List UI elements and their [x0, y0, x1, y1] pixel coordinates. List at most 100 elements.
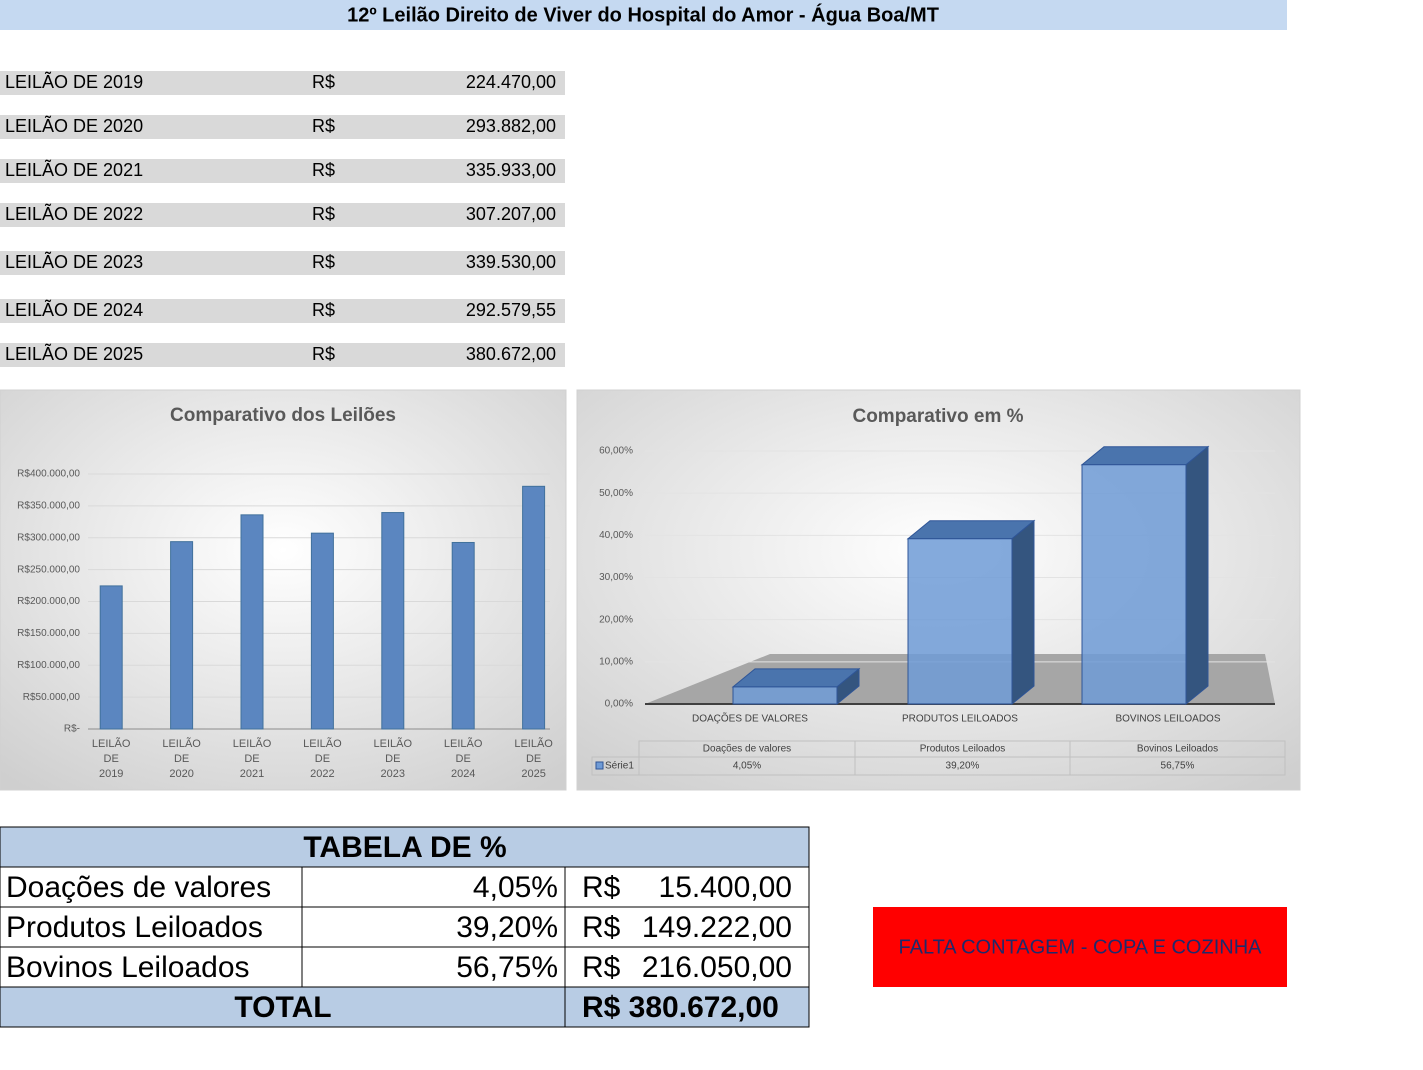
table-header: Produtos Leiloados: [920, 744, 1006, 755]
bar: [522, 485, 546, 730]
table-title: TABELA DE %: [303, 831, 506, 864]
row-amount: 149.222,00: [642, 911, 792, 944]
y-tick-label: 20,00%: [599, 614, 633, 625]
x-tick-label: LEILÃO DE 2022: [303, 737, 342, 780]
y-tick-label: R$400.000,00: [17, 469, 80, 480]
row-label: LEILÃO DE 2025: [5, 343, 143, 364]
row-bg: [0, 203, 565, 227]
y-tick-label: R$300.000,00: [17, 532, 80, 543]
row-amount: 293.882,00: [466, 116, 556, 136]
y-tick-label: R$350.000,00: [17, 501, 80, 512]
row-bg: [0, 343, 565, 367]
bar-side: [1185, 445, 1209, 706]
row-amount: 224.470,00: [466, 72, 556, 92]
note: FALTA CONTAGEM - COPA E COZINHA: [898, 936, 1262, 958]
table-title-bg: [0, 826, 810, 868]
bar-side: [1011, 519, 1035, 706]
chart-title: Comparativo em %: [852, 406, 1023, 427]
value-label: 4,05%: [733, 761, 761, 772]
y-tick-label: 10,00%: [599, 656, 633, 667]
row-label: LEILÃO DE 2019: [5, 71, 143, 92]
y-tick-label: 50,00%: [599, 488, 633, 499]
row-currency: R$: [312, 300, 335, 320]
y-tick-label: R$150.000,00: [17, 628, 80, 639]
row-currency: R$: [582, 951, 621, 984]
legend-entry: Série1: [605, 761, 634, 772]
table-header: Doações de valores: [703, 744, 791, 755]
bar: [907, 538, 1013, 705]
row-label: LEILÃO DE 2023: [5, 251, 143, 272]
x-tick-label: DOAÇÕES DE VALORES: [692, 712, 808, 725]
row-label: Doações de valores: [6, 871, 271, 904]
data-table: [591, 756, 1286, 776]
row-bg: [0, 299, 565, 323]
row-label: LEILÃO DE 2022: [5, 203, 143, 224]
row-label: LEILÃO DE 2020: [5, 115, 143, 136]
y-tick-label: R$200.000,00: [17, 596, 80, 607]
total-row: [0, 986, 810, 1028]
x-tick-label: PRODUTOS LEILOADOS: [902, 714, 1018, 725]
row-percent: 4,05%: [473, 871, 558, 904]
x-tick-label: LEILÃO DE 2024: [444, 737, 483, 780]
row-currency: R$: [312, 160, 335, 180]
x-tick-label: LEILÃO DE 2019: [92, 737, 131, 780]
row-amount: 15.400,00: [659, 871, 792, 904]
y-tick-label: R$-: [64, 724, 80, 735]
row-currency: R$: [312, 116, 335, 136]
note-box: [873, 907, 1287, 987]
bar: [381, 512, 405, 730]
row-percent: 56,75%: [456, 951, 558, 984]
chart-title: Comparativo dos Leilões: [170, 405, 396, 426]
total-amount: R$ 380.672,00: [582, 991, 779, 1024]
x-tick-label: LEILÃO DE 2023: [374, 737, 413, 780]
y-tick-label: 40,00%: [599, 530, 633, 541]
row-label: LEILÃO DE 2021: [5, 159, 143, 180]
bar: [310, 532, 334, 730]
total-label: TOTAL: [234, 991, 331, 1024]
row-percent: 39,20%: [456, 911, 558, 944]
row-amount: 292.579,55: [466, 300, 556, 320]
table-header: Bovinos Leiloados: [1137, 744, 1218, 755]
row-bg: [0, 251, 565, 275]
row-amount: 380.672,00: [466, 344, 556, 364]
row-label: Produtos Leiloados: [6, 911, 263, 944]
bar: [451, 541, 475, 730]
row-currency: R$: [312, 72, 335, 92]
row-bg: [0, 115, 565, 139]
row-label: Bovinos Leiloados: [6, 951, 250, 984]
table-row: [0, 906, 810, 948]
header-title: 12º Leilão Direito de Viver do Hospital …: [347, 3, 939, 26]
row-currency: R$: [582, 911, 621, 944]
x-tick-label: LEILÃO DE 2021: [233, 737, 272, 780]
bar: [99, 585, 123, 730]
y-tick-label: R$250.000,00: [17, 564, 80, 575]
header-bar: [0, 0, 1287, 30]
value-label: 39,20%: [946, 761, 980, 772]
row-amount: 307.207,00: [466, 204, 556, 224]
row-amount: 216.050,00: [642, 951, 792, 984]
bar: [170, 541, 194, 730]
row-label: LEILÃO DE 2024: [5, 299, 143, 320]
chart-1-area: [0, 389, 567, 791]
x-tick-label: LEILÃO DE 2020: [162, 737, 201, 780]
row-currency: R$: [312, 204, 335, 224]
value-label: 56,75%: [1161, 761, 1195, 772]
bar: [1081, 464, 1187, 705]
bar: [732, 686, 838, 705]
row-bg: [0, 71, 565, 95]
y-tick-label: R$50.000,00: [23, 692, 81, 703]
legend-swatch: [595, 761, 604, 770]
y-tick-label: R$100.000,00: [17, 660, 80, 671]
y-tick-label: 60,00%: [599, 446, 633, 457]
row-amount: 339.530,00: [466, 252, 556, 272]
row-currency: R$: [312, 344, 335, 364]
row-currency: R$: [582, 871, 621, 904]
y-tick-label: 30,00%: [599, 572, 633, 583]
row-currency: R$: [312, 252, 335, 272]
y-tick-label: 0,00%: [605, 699, 633, 710]
x-tick-label: BOVINOS LEILOADOS: [1115, 714, 1220, 725]
x-tick-label: LEILÃO DE 2025: [514, 737, 553, 780]
row-bg: [0, 159, 565, 183]
